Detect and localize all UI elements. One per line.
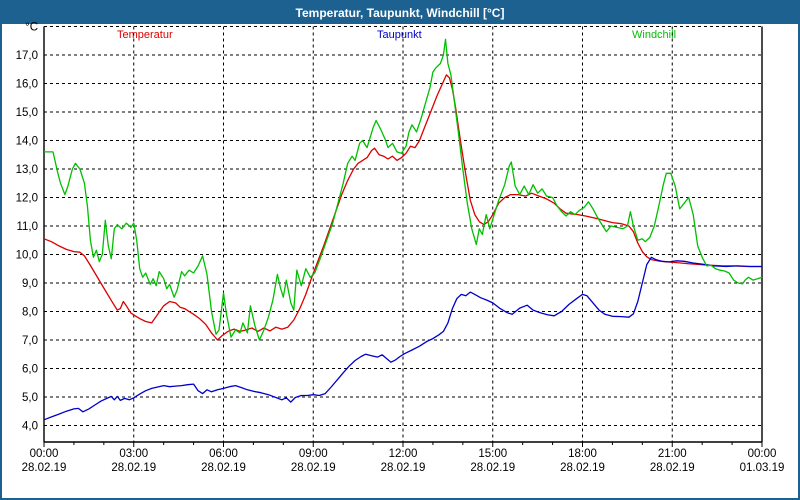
- x-tick-date-label: 01.03.19: [740, 462, 785, 474]
- x-tick-date-label: 28.02.19: [381, 462, 426, 474]
- x-tick-date-label: 28.02.19: [470, 462, 515, 474]
- y-tick-label: 8,0: [22, 306, 38, 318]
- x-tick-time-label: 06:00: [209, 448, 238, 460]
- y-axis-unit-label: °C: [25, 22, 38, 34]
- y-tick-label: 5,0: [22, 392, 38, 404]
- y-tick-label: 14,0: [16, 135, 38, 147]
- y-tick-label: 12,0: [16, 192, 38, 204]
- x-tick-time-label: 21:00: [658, 448, 687, 460]
- x-tick-time-label: 18:00: [568, 448, 597, 460]
- legend-label-taupunkt: Taupunkt: [377, 29, 422, 41]
- y-tick-label: 10,0: [16, 249, 38, 261]
- x-tick-date-label: 28.02.19: [560, 462, 605, 474]
- window-title: Temperatur, Taupunkt, Windchill [°C]: [2, 2, 798, 24]
- series-windchill-line: [44, 38, 763, 341]
- x-tick-date-label: 28.02.19: [22, 462, 67, 474]
- y-tick-label: 9,0: [22, 278, 38, 290]
- chart-legend: Temperatur Taupunkt Windchill: [2, 24, 798, 48]
- y-tick-label: 4,0: [22, 420, 38, 432]
- legend-label-windchill: Windchill: [632, 29, 677, 41]
- y-tick-label: 11,0: [16, 221, 38, 233]
- x-tick-date-label: 28.02.19: [111, 462, 156, 474]
- y-tick-label: 13,0: [16, 164, 38, 176]
- x-tick-date-label: 28.02.19: [291, 462, 336, 474]
- x-tick-time-label: 00:00: [30, 448, 59, 460]
- x-tick-time-label: 09:00: [299, 448, 328, 460]
- y-tick-label: 17,0: [16, 50, 38, 62]
- y-tick-label: 16,0: [16, 78, 38, 90]
- x-tick-date-label: 28.02.19: [650, 462, 695, 474]
- legend-label-temperatur: Temperatur: [117, 29, 173, 41]
- series-temperatur-line: [43, 74, 762, 341]
- x-tick-time-label: 15:00: [478, 448, 507, 460]
- y-tick-label: 6,0: [22, 363, 38, 375]
- x-tick-time-label: 12:00: [389, 448, 418, 460]
- y-tick-label: 7,0: [22, 335, 38, 347]
- x-tick-date-label: 28.02.19: [201, 462, 246, 474]
- x-tick-time-label: 00:00: [748, 448, 777, 460]
- chart-canvas: °C 17,0 16,0 15,0 14,0 13,0 12,0 11,0 10,0 9,0 8,0…: [16, 22, 785, 475]
- y-tick-label: 15,0: [16, 107, 38, 119]
- series-taupunkt-line: [43, 256, 762, 421]
- x-tick-time-label: 03:00: [119, 448, 148, 460]
